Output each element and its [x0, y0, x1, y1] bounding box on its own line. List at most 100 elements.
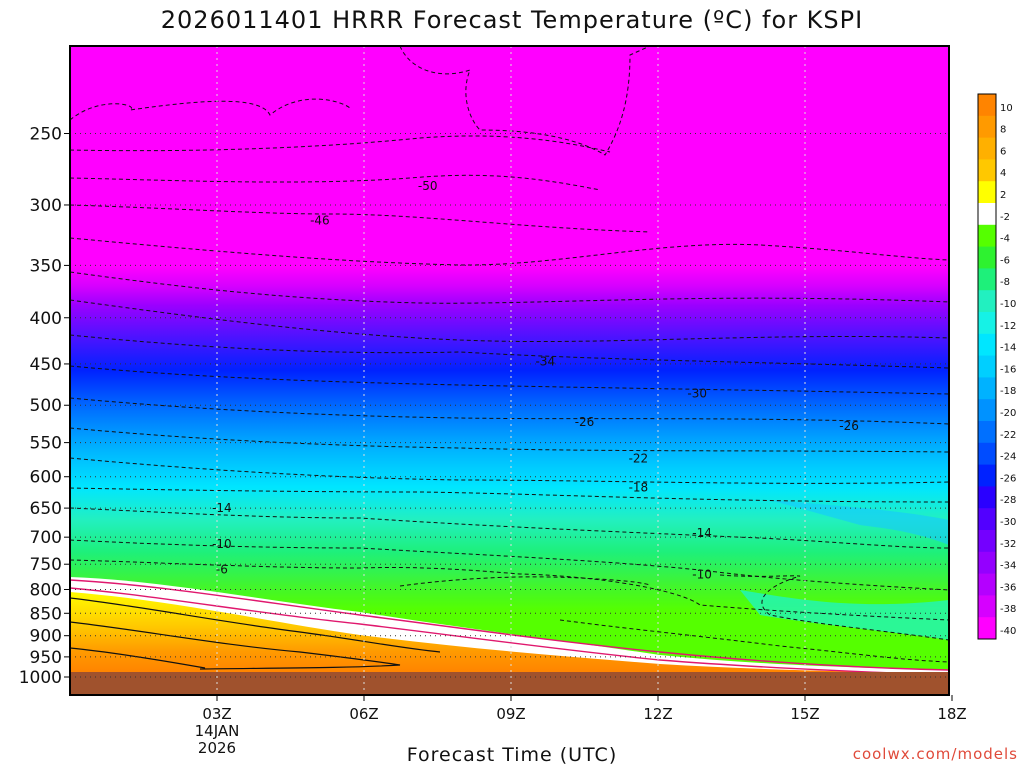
colorbar-label: 8: [1000, 125, 1006, 136]
colorbar-swatch: [978, 421, 996, 444]
y-tick-label: 700: [30, 528, 62, 548]
colorbar-swatch: [978, 333, 996, 357]
contour-label: -14: [692, 526, 712, 540]
plot-frame: [69, 45, 950, 696]
contour-label: -14: [212, 501, 232, 515]
colorbar-label: -40: [1000, 626, 1016, 637]
credit-text: coolwx.com/models: [852, 745, 1018, 763]
colorbar-label: -4: [1000, 234, 1010, 245]
colorbar-label: -28: [1000, 495, 1016, 506]
x-tick-label: 09Z: [496, 705, 525, 723]
contour-label: -50: [418, 179, 438, 193]
colorbar-swatch: [978, 551, 996, 575]
colorbar-swatch: [978, 486, 996, 509]
y-tick-label: 250: [30, 124, 62, 144]
y-tick-label: 850: [30, 604, 62, 624]
colorbar-swatch: [978, 573, 996, 596]
colorbar-swatch: [978, 181, 996, 204]
contour-lines: [70, 46, 949, 663]
colorbar-swatch: [978, 312, 996, 335]
freezing-line: [70, 579, 949, 676]
colorbar-swatch: [978, 268, 996, 291]
colorbar-label: -32: [1000, 539, 1016, 550]
colorbar-swatch: [978, 224, 996, 248]
colorbar-label: -34: [1000, 561, 1016, 572]
contour-label: -10: [212, 537, 232, 551]
colorbar-label: 6: [1000, 146, 1006, 157]
x-tick-label: 15Z: [790, 705, 819, 723]
colorbar-swatch: [978, 290, 996, 313]
colorbar-swatch: [978, 530, 996, 553]
colorbar-swatch: [978, 94, 996, 117]
y-tick-label: 800: [30, 581, 62, 601]
colorbar-label: -12: [1000, 321, 1016, 332]
warm-layer: [70, 592, 949, 695]
contour-label: -46: [310, 213, 330, 227]
y-tick-label: 1000: [19, 668, 62, 688]
cold-pool-upper: [770, 500, 949, 545]
contour-label: -34: [535, 354, 555, 368]
colorbar-swatch: [978, 377, 996, 400]
colorbar-swatch: [978, 508, 996, 531]
colorbar-swatch: [978, 442, 996, 466]
colorbar-label: -30: [1000, 517, 1016, 528]
y-tick-label: 600: [30, 468, 62, 488]
colorbar-label: 10: [1000, 103, 1013, 114]
y-tick-label: 450: [30, 355, 62, 375]
colorbar-label: 2: [1000, 190, 1006, 201]
colorbar-label: -36: [1000, 582, 1016, 593]
colorbar-swatch: [978, 595, 996, 618]
x-tick-label: 18Z: [937, 705, 966, 723]
contour-label: -6: [216, 562, 228, 576]
x-tick-label: 12Z: [643, 705, 672, 723]
contour-label: -30: [687, 386, 707, 400]
colorbar-label: -10: [1000, 299, 1016, 310]
colorbar-label: -16: [1000, 364, 1016, 375]
colorbar-label: -22: [1000, 430, 1016, 441]
colorbar-label: -26: [1000, 473, 1016, 484]
colorbar-swatch: [978, 137, 996, 160]
colorbar-swatch: [978, 159, 996, 182]
y-tick-label: 900: [30, 627, 62, 647]
x-date-label: 2026: [198, 739, 236, 757]
contour-label: -26: [839, 419, 859, 433]
y-tick-label: 750: [30, 555, 62, 575]
x-date-label: 14JAN: [195, 722, 240, 740]
colorbar-label: -2: [1000, 212, 1010, 223]
contour-label: -10: [692, 568, 712, 582]
y-tick-label: 400: [30, 309, 62, 329]
chart-title: 2026011401 HRRR Forecast Temperature (ºC…: [160, 6, 864, 34]
colorbar-label: -8: [1000, 277, 1010, 288]
colorbar-swatch: [978, 203, 996, 226]
x-axis-label: Forecast Time (UTC): [406, 744, 618, 766]
y-tick-label: 550: [30, 434, 62, 454]
colorbar-label: -38: [1000, 604, 1016, 615]
colorbar-swatch: [978, 355, 996, 378]
colorbar-swatch: [978, 464, 996, 487]
colorbar-swatch: [978, 115, 996, 139]
colorbar-label: -20: [1000, 408, 1016, 419]
y-tick-label: 350: [30, 256, 62, 276]
y-tick-label: 500: [30, 396, 62, 416]
colorbar: 10 8 6 4 2 -2 -4 -6 -8 -10 -12 -14 -16 -18 -20 -22 -24 -2…: [977, 93, 1016, 640]
temperature-field: -50 -46 -34 -30 -26 -26 -22 -18 -14 -14 -10 -10 -6: [70, 46, 949, 695]
ground-surface: [70, 672, 949, 695]
contour-label: -18: [629, 481, 649, 495]
colorbar-label: -6: [1000, 255, 1010, 266]
y-tick-label: 300: [30, 196, 62, 216]
colorbar-swatch: [978, 617, 996, 640]
contour-label: -22: [629, 452, 649, 466]
y-axis: 250 300 350 400 450 500 550 600 650 700 750 800 850 9…: [19, 124, 70, 688]
y-tick-label: 650: [30, 499, 62, 519]
colorbar-label: 4: [1000, 168, 1006, 179]
colorbar-label: -24: [1000, 452, 1016, 463]
contour-label: -26: [575, 415, 595, 429]
colorbar-frame: [977, 93, 997, 640]
x-tick-label: 06Z: [349, 705, 378, 723]
colorbar-label: -18: [1000, 386, 1016, 397]
x-tick-label: 03Z: [202, 705, 231, 723]
colorbar-swatch: [978, 246, 996, 269]
colorbar-swatch: [978, 399, 996, 422]
